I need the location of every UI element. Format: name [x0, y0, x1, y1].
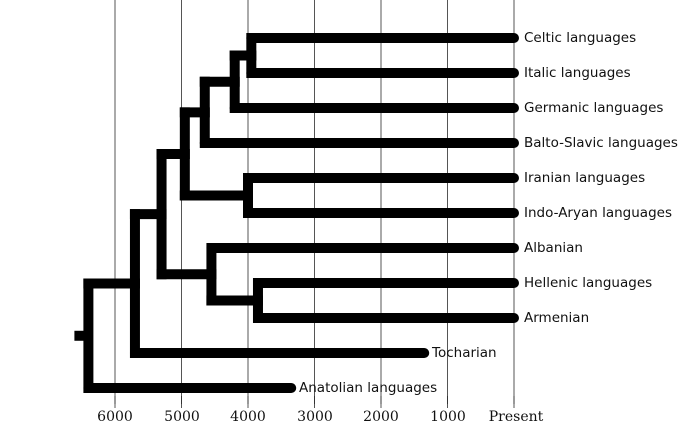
leaf-label-balto-slavic: Balto-Slavic languages [524, 135, 678, 151]
leaf-label-iranian: Iranian languages [524, 170, 646, 186]
leaf-label-indo-aryan: Indo-Aryan languages [524, 205, 672, 221]
axis-tick-6000: 6000 [97, 409, 133, 425]
axis-tick-4000: 4000 [230, 409, 266, 425]
leaf-label-tocharian: Tocharian [432, 345, 497, 361]
leaf-label-albanian: Albanian [524, 240, 583, 256]
leaf-label-celtic: Celtic languages [524, 30, 637, 46]
axis-tick-1000: 1000 [430, 409, 466, 425]
axis-tick-3000: 3000 [297, 409, 333, 425]
leaf-label-hellenic: Hellenic languages [524, 275, 653, 291]
leaf-label-anatolian: Anatolian languages [299, 380, 438, 396]
axis-tick-2000: 2000 [363, 409, 399, 425]
leaf-label-italic: Italic languages [524, 65, 631, 81]
axis-tick-present: Present [488, 409, 544, 425]
tree-branches [74, 33, 519, 393]
axis-tick-5000: 5000 [164, 409, 200, 425]
leaf-label-germanic: Germanic languages [524, 100, 664, 116]
leaf-label-armenian: Armenian [524, 310, 590, 326]
